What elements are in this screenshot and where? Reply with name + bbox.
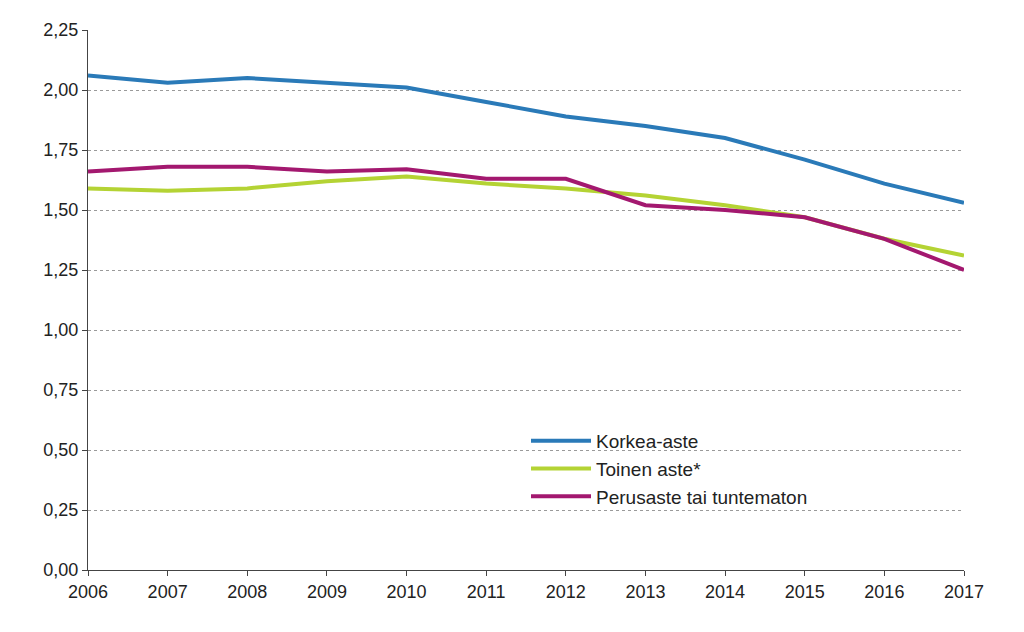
svg-text:2008: 2008 — [227, 582, 267, 602]
svg-text:2006: 2006 — [68, 582, 108, 602]
svg-text:2016: 2016 — [864, 582, 904, 602]
svg-text:2,25: 2,25 — [43, 20, 78, 40]
svg-text:2009: 2009 — [307, 582, 347, 602]
svg-text:1,75: 1,75 — [43, 140, 78, 160]
svg-text:2007: 2007 — [148, 582, 188, 602]
svg-text:1,25: 1,25 — [43, 260, 78, 280]
svg-text:2011: 2011 — [467, 582, 506, 602]
svg-text:0,00: 0,00 — [43, 560, 78, 580]
svg-text:2013: 2013 — [625, 582, 665, 602]
svg-text:2014: 2014 — [705, 582, 745, 602]
svg-text:2012: 2012 — [546, 582, 586, 602]
svg-text:0,75: 0,75 — [43, 380, 78, 400]
svg-text:Korkea-aste: Korkea-aste — [596, 431, 698, 452]
svg-text:Perusaste tai tuntematon: Perusaste tai tuntematon — [596, 487, 807, 508]
svg-text:0,25: 0,25 — [43, 500, 78, 520]
svg-text:2015: 2015 — [785, 582, 825, 602]
svg-text:Toinen aste*: Toinen aste* — [596, 459, 701, 480]
svg-text:2010: 2010 — [387, 582, 427, 602]
svg-text:1,50: 1,50 — [43, 200, 78, 220]
svg-text:1,00: 1,00 — [43, 320, 78, 340]
svg-text:2017: 2017 — [944, 582, 984, 602]
svg-text:2,00: 2,00 — [43, 80, 78, 100]
svg-text:0,50: 0,50 — [43, 440, 78, 460]
